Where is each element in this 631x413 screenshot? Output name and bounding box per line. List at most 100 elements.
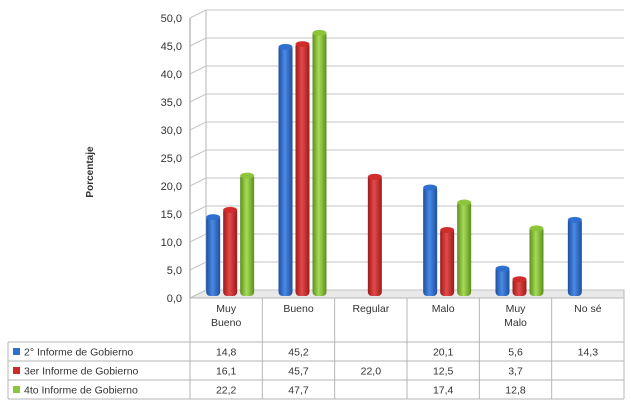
data-label: 45,7 (288, 366, 309, 378)
y-tick-label: 50,0 (161, 13, 182, 25)
data-label: 3,7 (508, 366, 523, 378)
bar-cap (278, 43, 293, 50)
bar (512, 276, 527, 296)
y-axis-label: Porcentaje (85, 146, 96, 198)
bar-body (295, 42, 310, 296)
data-label: 12,5 (433, 366, 454, 378)
plot-frame (189, 10, 625, 299)
bar-body (495, 266, 510, 296)
bar-body (567, 217, 582, 296)
bar-body (423, 185, 438, 296)
floor (189, 289, 625, 299)
legend-swatch (13, 367, 20, 374)
bar (206, 214, 221, 296)
bar-cap (512, 276, 527, 283)
bar-body (457, 200, 472, 296)
gridline (189, 261, 624, 271)
y-tick-label: 20,0 (161, 181, 182, 193)
bar (567, 216, 582, 296)
bar-body (206, 215, 221, 296)
bar-cap (457, 199, 472, 206)
bar (278, 43, 293, 296)
y-tick-label: 15,0 (161, 209, 182, 221)
y-axis-ticks: 0,0 5,0 10,0 15,0 20,0 25,0 30,0 35,0 40,0 45,0 50… (161, 13, 182, 305)
data-label: 14,8 (216, 347, 237, 359)
data-label: 22,2 (216, 385, 237, 397)
category-label: No sé (574, 303, 602, 315)
bar-body (512, 277, 527, 296)
bar-cap (223, 206, 238, 213)
bar-body (367, 174, 382, 296)
bar-cap (495, 265, 510, 272)
bar (240, 172, 255, 296)
data-label: 12,8 (505, 385, 526, 397)
bar-body (440, 228, 455, 296)
bar-cap (529, 225, 544, 232)
bar (529, 225, 544, 296)
y-tick-label: 45,0 (161, 41, 182, 53)
category-label: Muy (506, 303, 527, 315)
data-label: 5,6 (508, 347, 523, 359)
bar-cap (440, 227, 455, 233)
bar-cap (312, 29, 327, 36)
gridline (189, 177, 624, 187)
gridline (189, 65, 624, 75)
category-label: Malo (432, 303, 455, 315)
data-label: 22,0 (361, 366, 382, 378)
bars (206, 29, 582, 296)
gridline (189, 121, 624, 131)
legend-swatch (13, 348, 20, 355)
y-tick-label: 0,0 (167, 293, 182, 305)
category-label: Muy (216, 303, 237, 315)
bar (495, 265, 510, 296)
bar-cap (295, 41, 310, 48)
bar-cap (367, 173, 382, 180)
bar (423, 184, 438, 296)
data-label: 20,1 (433, 347, 454, 359)
legend-entry: 3er Informe de Gobierno (24, 366, 139, 378)
bar-body (312, 30, 327, 296)
bar (440, 227, 455, 296)
legend-entry: 2° Informe de Gobierno (24, 347, 133, 359)
category-label: Malo (504, 317, 527, 329)
bar-cap (567, 216, 582, 223)
bar (457, 199, 472, 296)
bar-body (240, 173, 255, 296)
legend-swatch (13, 386, 20, 393)
y-tick-label: 10,0 (161, 237, 182, 249)
category-label: Regular (352, 303, 389, 315)
bar (223, 206, 238, 296)
y-tick-label: 25,0 (161, 153, 182, 165)
bar (295, 41, 310, 296)
bar-body (223, 207, 238, 296)
data-label: 17,4 (433, 385, 454, 397)
gridline (189, 9, 624, 19)
gridline (189, 205, 624, 215)
bar-cap (206, 214, 221, 221)
gridline (189, 149, 624, 159)
legend-entry: 4to Informe de Gobierno (24, 385, 138, 397)
data-label: 45,2 (288, 347, 309, 359)
gridline (189, 93, 624, 103)
data-label: 47,7 (288, 385, 309, 397)
bar (367, 173, 382, 296)
bar (312, 29, 327, 296)
data-label: 16,1 (216, 366, 237, 378)
gridlines (189, 9, 624, 299)
data-label: 14,3 (578, 347, 599, 359)
data-table: Muy Bueno Bueno Regular Malo Muy Malo No sé 2° I… (7, 297, 625, 400)
bar-body (529, 226, 544, 296)
y-tick-label: 35,0 (161, 97, 182, 109)
category-label: Bueno (211, 317, 242, 329)
y-tick-label: 40,0 (161, 69, 182, 81)
y-tick-label: 5,0 (167, 265, 182, 277)
y-tick-label: 30,0 (161, 125, 182, 137)
gridline (189, 289, 624, 299)
bar-cap (240, 172, 255, 179)
bar-cap (423, 184, 438, 191)
gridline (189, 233, 624, 243)
gridline (189, 37, 624, 47)
category-label: Bueno (283, 303, 314, 315)
bar-body (278, 44, 293, 296)
